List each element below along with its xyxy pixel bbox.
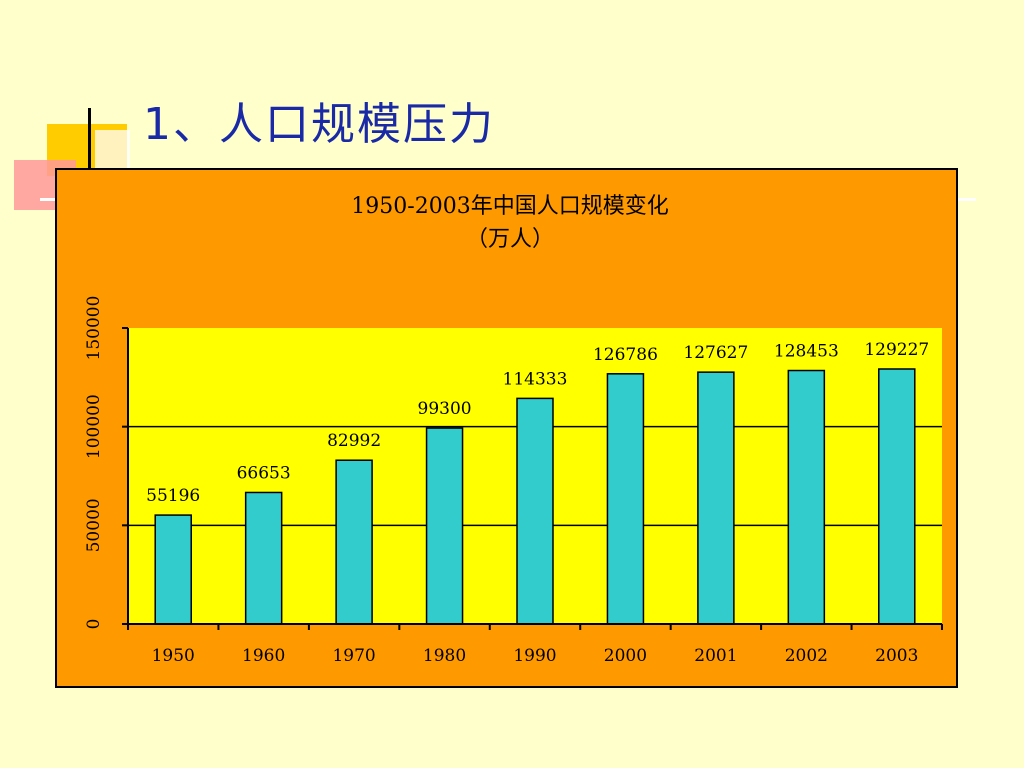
data-label: 114333 [503,369,568,389]
data-label: 82992 [327,431,381,451]
bar-1980 [425,427,464,625]
bar-1970 [335,459,373,625]
chart-title: 1950-2003年中国人口规模变化 [351,194,668,219]
x-tick-label: 2000 [604,646,647,666]
data-label: 99300 [418,399,472,419]
data-labels: 55196 66653 82992 99300 114333 126786 127627 12… [146,340,929,506]
slide-title: 1、人口规模压力 [143,99,495,150]
bar-1990 [516,397,554,625]
bar-1960 [244,491,283,625]
x-tick-label: 1980 [423,646,466,666]
x-tick-label: 1950 [152,646,195,666]
y-tick-label: 150000 [84,296,104,361]
data-label: 66653 [237,463,291,483]
y-tick-label: 0 [84,619,104,630]
decor-vertical-line [88,108,91,198]
x-tick-label: 2003 [875,646,918,666]
bar-2001 [697,371,735,625]
data-label: 127627 [683,343,748,363]
bars [154,368,916,625]
x-tick-label: 1960 [242,646,285,666]
bar-2003 [878,368,916,625]
decor-white-square [95,130,130,175]
bar-2000 [606,373,645,625]
bar-1950 [154,514,192,625]
axes [122,327,943,630]
bar-2002 [787,369,826,625]
x-tick-label: 1970 [332,646,375,666]
data-label: 128453 [774,342,839,362]
y-tick-label: 50000 [84,498,104,552]
data-label: 126786 [593,345,658,365]
y-tick-labels: 0 50000 100000 150000 [84,296,104,630]
chart-subtitle: （万人） [466,227,554,252]
x-tick-label: 2002 [785,646,828,666]
x-tick-labels: 1950 1960 1970 1980 1990 2000 2001 2002 2003 [152,646,919,666]
data-label: 55196 [146,486,200,506]
x-tick-label: 1990 [513,646,556,666]
data-label: 129227 [864,340,929,360]
x-tick-label: 2001 [694,646,737,666]
y-tick-label: 100000 [84,394,104,459]
